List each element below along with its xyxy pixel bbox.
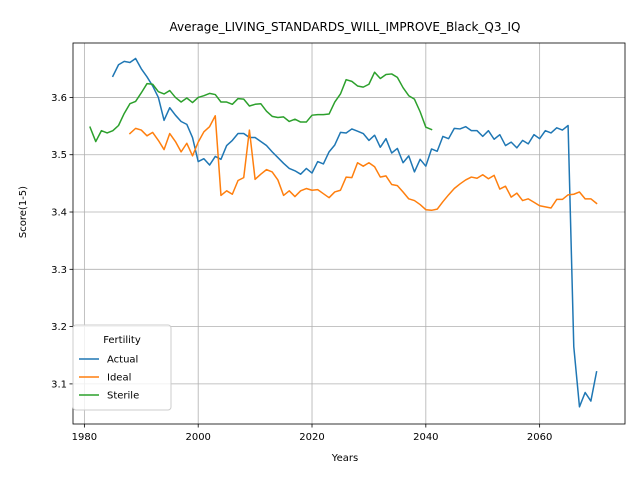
- legend-label-actual: Actual: [107, 355, 138, 366]
- series-line-sterile: [89, 71, 433, 143]
- legend-title: Fertility: [103, 335, 141, 346]
- y-tick-label: 3.4: [51, 208, 67, 219]
- y-tick-label: 3.1: [51, 379, 67, 390]
- x-tick-label: 2000: [185, 432, 210, 443]
- legend-box: [72, 324, 172, 411]
- series-lines: [89, 57, 598, 408]
- x-tick-label: 2040: [413, 432, 438, 443]
- y-tick-label: 3.6: [51, 93, 67, 104]
- axis-ticks: 1980 2000 2020 2040 2060 3.1 3.2 3.3 3.4 3.5 3.6: [51, 93, 552, 443]
- y-tick-label: 3.2: [51, 322, 67, 333]
- series-line-actual: [111, 57, 598, 408]
- plot-frame: [72, 42, 626, 425]
- y-tick-label: 3.3: [51, 265, 67, 276]
- x-tick-label: 2060: [527, 432, 552, 443]
- legend-label-ideal: Ideal: [107, 373, 131, 384]
- series-line-ideal: [128, 115, 598, 212]
- y-axis-label: Score(1-5): [18, 186, 29, 238]
- grid: [73, 43, 625, 424]
- y-tick-label: 3.5: [51, 150, 67, 161]
- legend: Fertility Actual Ideal Sterile: [72, 324, 172, 411]
- legend-label-sterile: Sterile: [107, 391, 139, 402]
- chart-title: Average_LIVING_STANDARDS_WILL_IMPROVE_Bl…: [170, 20, 521, 34]
- x-tick-label: 1980: [72, 432, 97, 443]
- x-axis-label: Years: [331, 453, 358, 464]
- x-tick-label: 2020: [299, 432, 324, 443]
